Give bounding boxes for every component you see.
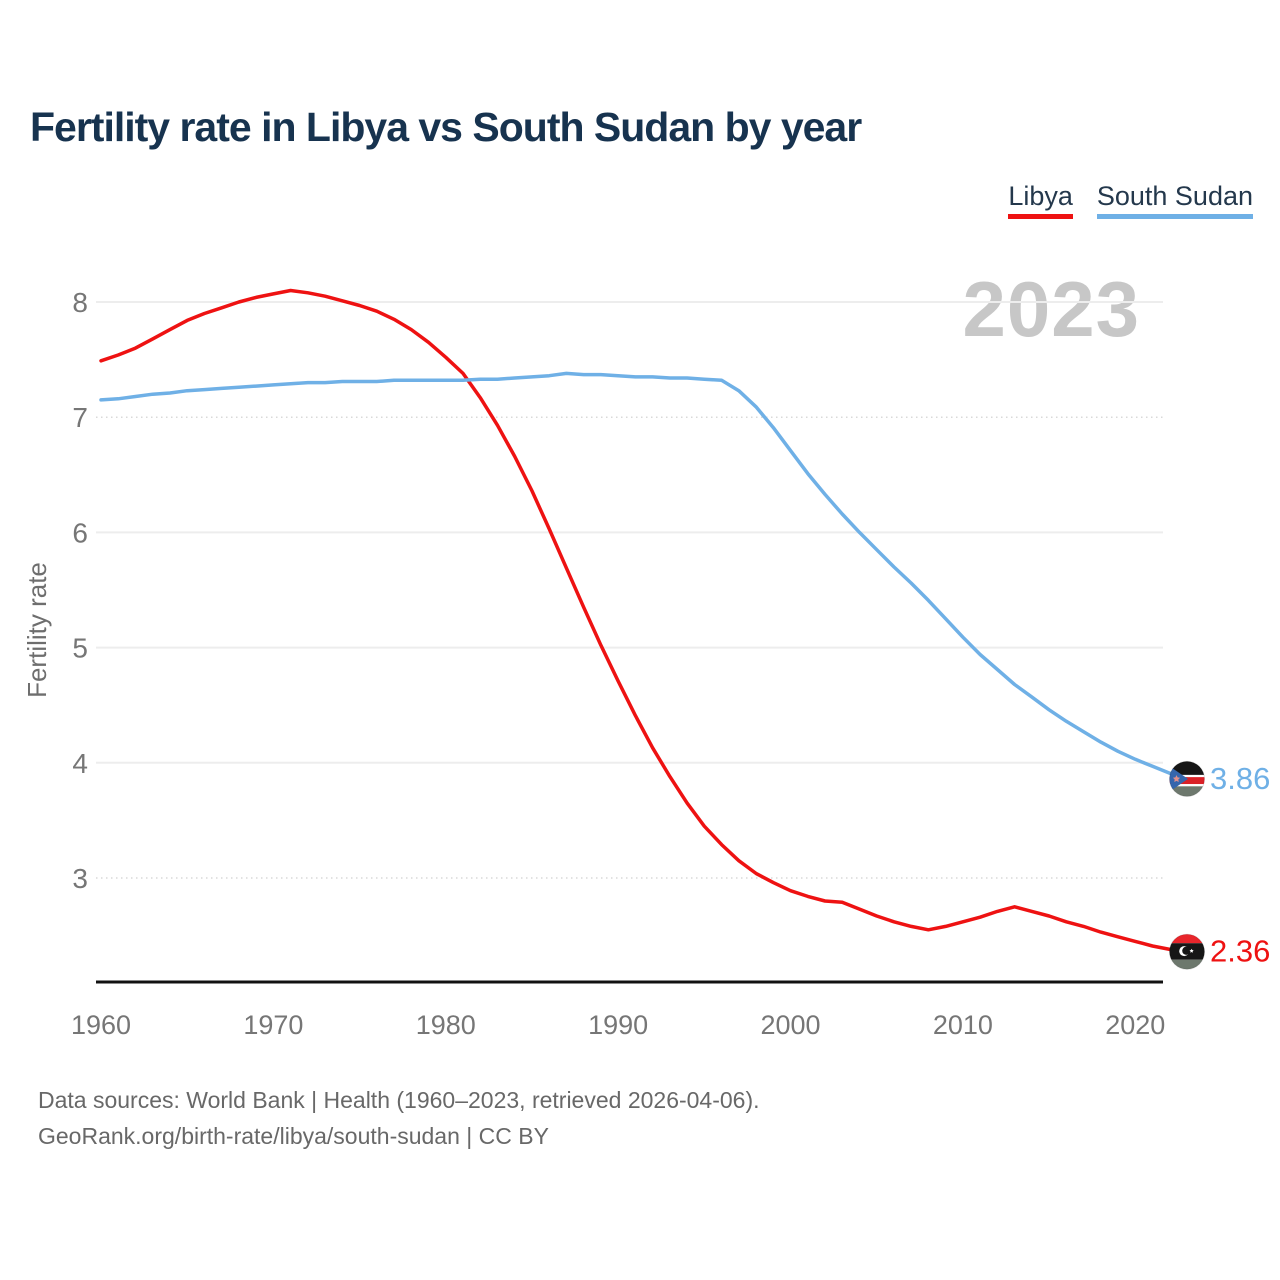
footer-sources-line: Data sources: World Bank | Health (1960–… — [38, 1087, 760, 1113]
attribution-footer: Data sources: World Bank | Health (1960–… — [38, 1082, 760, 1154]
gridlines-layer: 8 7 6 5 4 3 1960 1970 1980 1990 2000 2010 2020 — [71, 287, 1165, 1040]
legend: Libya South Sudan — [1008, 181, 1253, 219]
y-tick-label: 8 — [72, 287, 88, 318]
south-sudan-flag-icon — [1169, 760, 1205, 797]
legend-item-libya: Libya — [1008, 181, 1073, 219]
series-line-libya — [99, 288, 1189, 954]
x-tick-label: 1970 — [243, 1010, 303, 1040]
x-tick-label: 2010 — [933, 1010, 993, 1040]
chart-title: Fertility rate in Libya vs South Sudan b… — [30, 104, 862, 150]
y-tick-label: 5 — [72, 633, 88, 664]
y-axis-title: Fertility rate — [22, 562, 52, 698]
end-value-south-sudan: 3.86 — [1210, 761, 1270, 796]
y-tick-label: 3 — [72, 863, 88, 894]
series-layer — [99, 288, 1189, 954]
end-value-libya: 2.36 — [1210, 934, 1270, 969]
libya-flag-icon — [1169, 933, 1205, 970]
x-tick-label: 1990 — [588, 1010, 648, 1040]
y-tick-label: 7 — [72, 402, 88, 433]
y-tick-label: 4 — [72, 748, 88, 779]
footer-link-line: GeoRank.org/birth-rate/libya/south-sudan… — [38, 1123, 549, 1149]
x-tick-label: 1980 — [416, 1010, 476, 1040]
end-labels-layer: 3.86 2.36 — [1210, 761, 1270, 969]
year-watermark: 2023 — [962, 265, 1140, 353]
x-tick-label: 1960 — [71, 1010, 131, 1040]
x-tick-label: 2000 — [760, 1010, 820, 1040]
x-tick-label: 2020 — [1105, 1010, 1165, 1040]
legend-item-south-sudan: South Sudan — [1096, 181, 1253, 219]
series-line-south-sudan — [99, 371, 1189, 781]
y-tick-label: 6 — [72, 517, 88, 548]
